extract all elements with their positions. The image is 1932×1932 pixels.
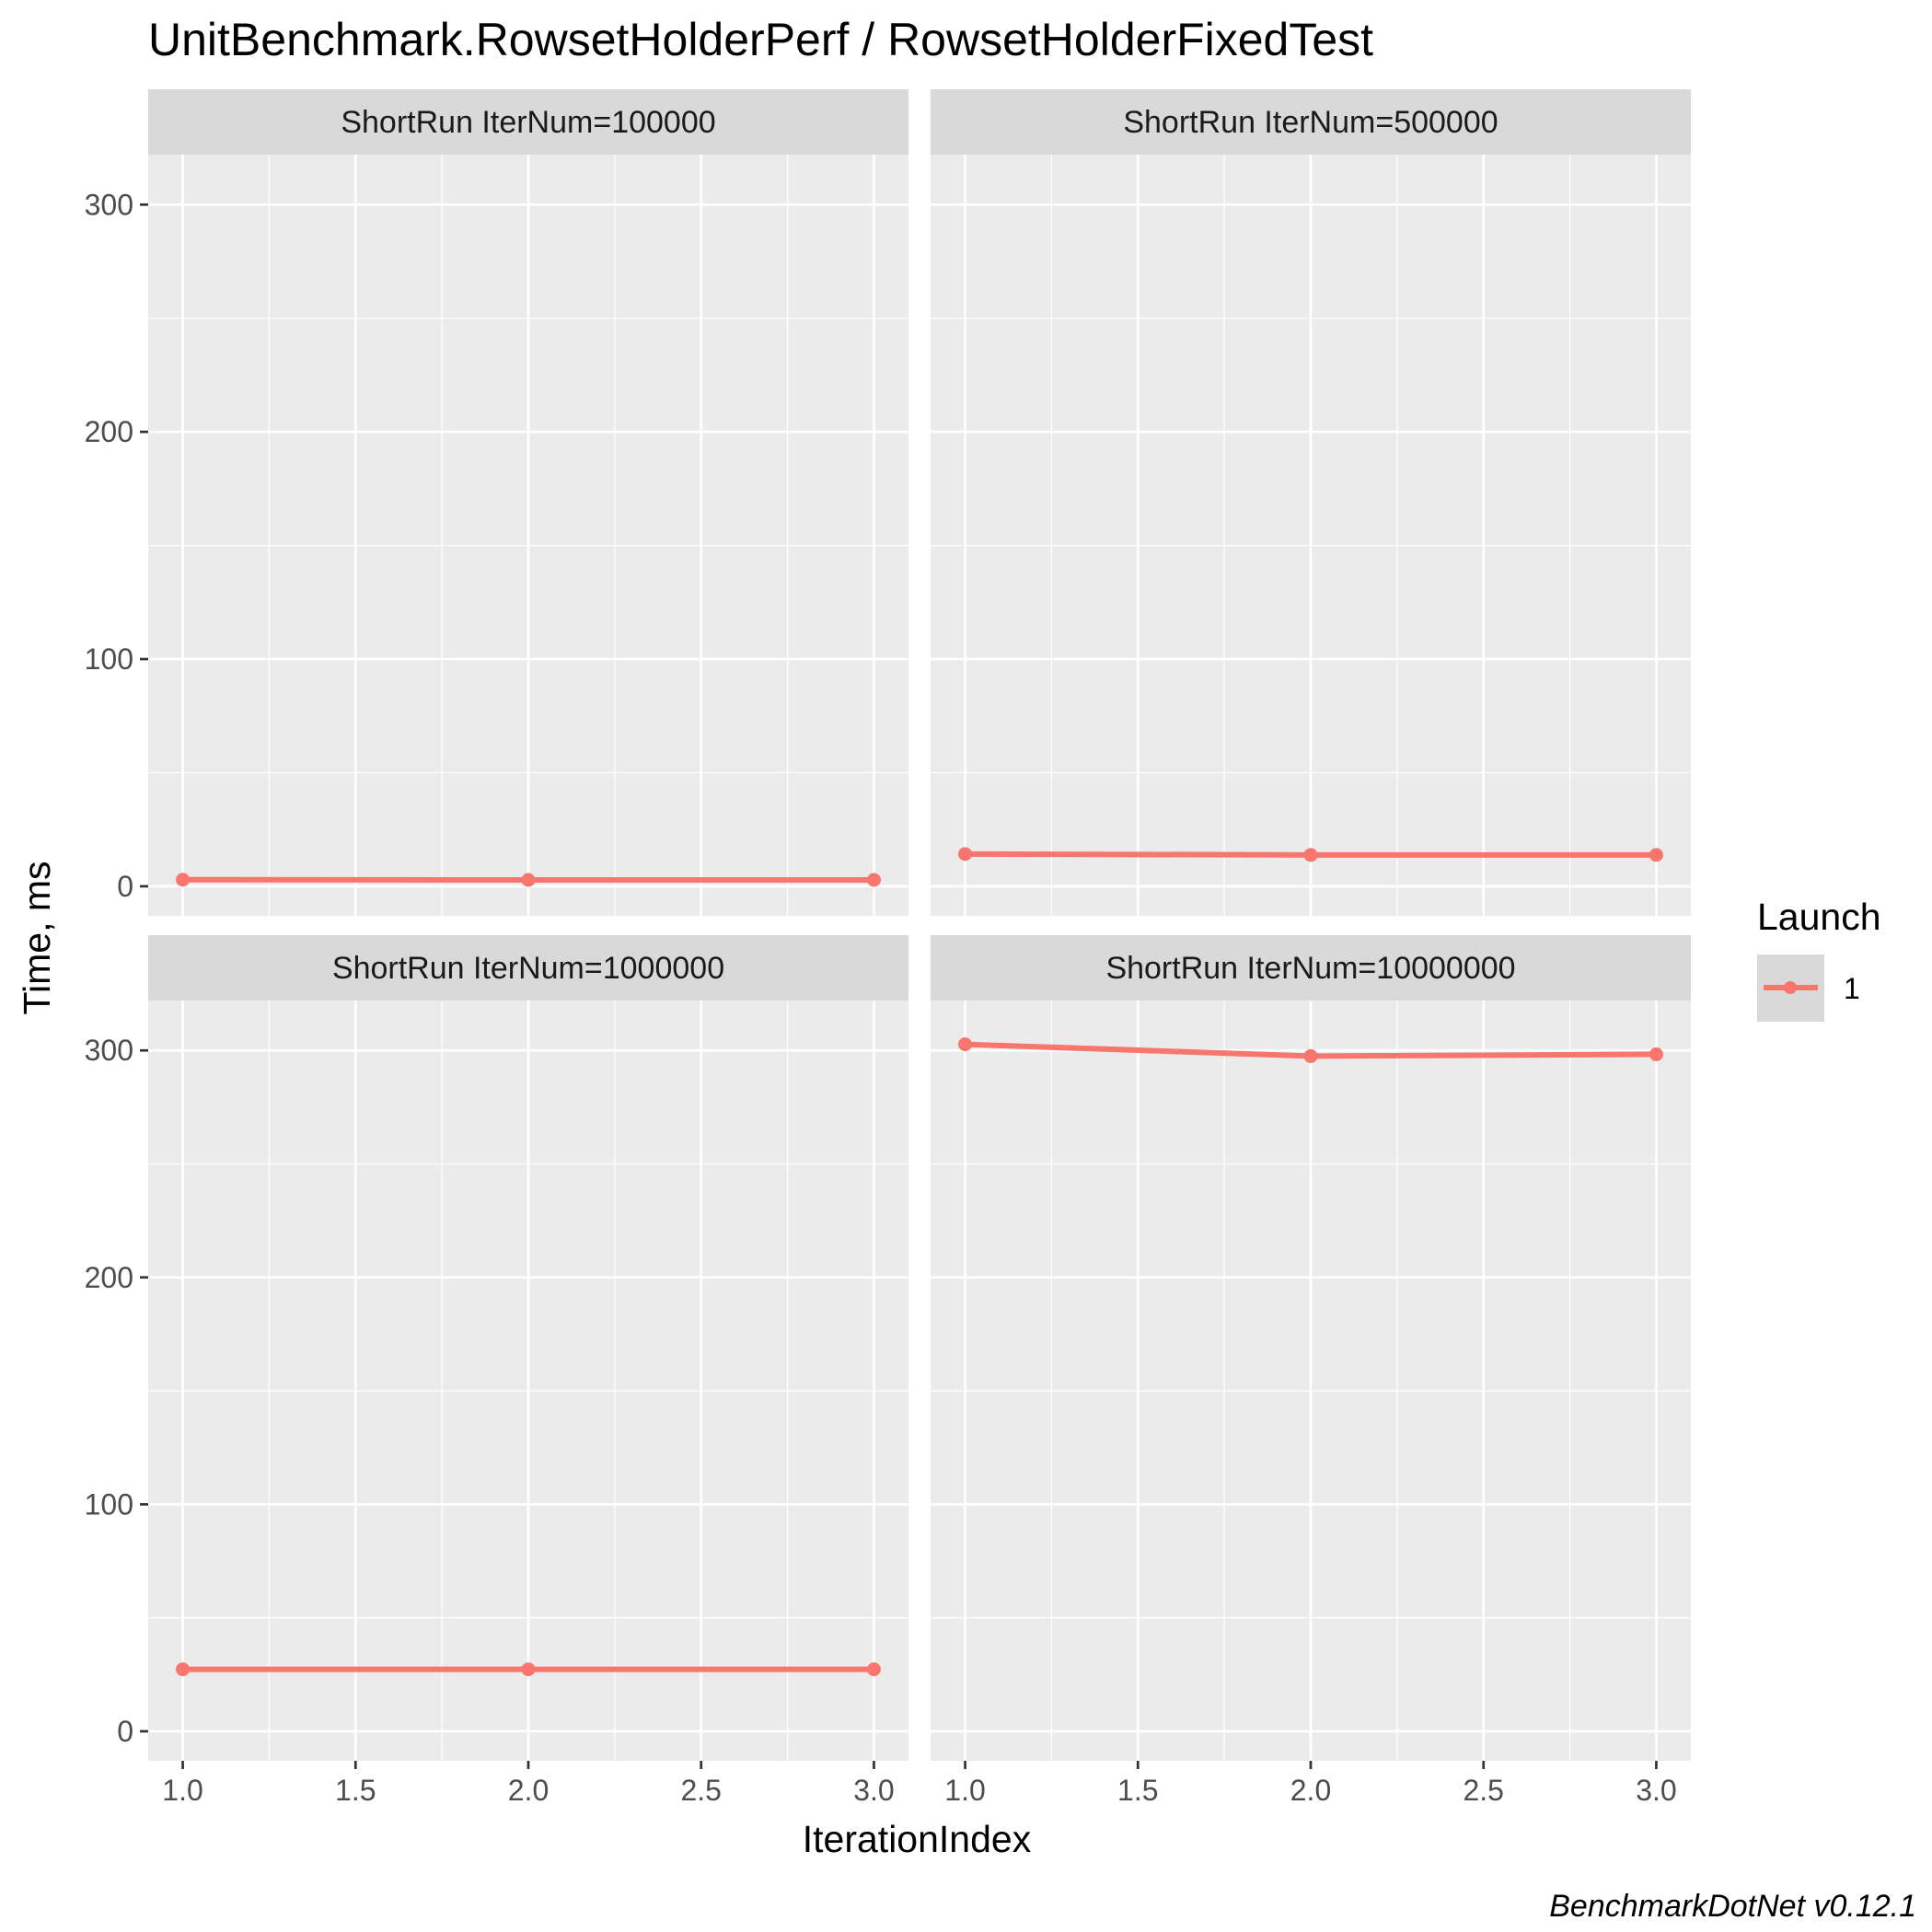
- facet-panel-3: ShortRun IterNum=1000000 0 100 200 300 1.0 1.5…: [85, 935, 908, 1807]
- facet-strip: [931, 935, 1691, 1001]
- y-tick-label: 0: [117, 1715, 133, 1748]
- data-point: [866, 1662, 881, 1677]
- facet-panel-2: ShortRun IterNum=500000: [931, 89, 1691, 916]
- facet-strip-label: ShortRun IterNum=10000000: [1105, 951, 1515, 986]
- facet-strip-label: ShortRun IterNum=500000: [1123, 105, 1498, 140]
- data-point: [958, 847, 973, 862]
- data-point: [866, 873, 881, 887]
- facet-strip-label: ShortRun IterNum=100000: [341, 105, 715, 140]
- data-point: [958, 1037, 973, 1052]
- x-tick-label: 2.0: [508, 1774, 549, 1807]
- y-tick-label: 200: [85, 415, 133, 448]
- facet-strip-label: ShortRun IterNum=1000000: [332, 951, 724, 986]
- x-tick-label: 1.0: [162, 1774, 202, 1807]
- facet-panel-4: ShortRun IterNum=10000000 1.0 1.5 2.0 2.5 3.0: [931, 935, 1691, 1807]
- x-tick-label: 2.0: [1290, 1774, 1331, 1807]
- y-tick-label: 0: [117, 870, 133, 903]
- legend: Launch 1: [1757, 896, 1881, 1022]
- x-tick-label: 1.5: [1117, 1774, 1158, 1807]
- x-tick-label: 3.0: [1636, 1774, 1676, 1807]
- x-tick-label: 2.5: [680, 1774, 721, 1807]
- y-tick-label: 100: [85, 1487, 133, 1521]
- legend-label: 1: [1844, 972, 1860, 1005]
- y-tick-label: 200: [85, 1261, 133, 1294]
- data-point: [1649, 1047, 1663, 1061]
- x-tick-label: 1.5: [335, 1774, 376, 1807]
- legend-key-point: [1784, 981, 1797, 994]
- data-point: [1303, 848, 1318, 862]
- y-tick-label: 300: [85, 1034, 133, 1067]
- data-point: [521, 1662, 536, 1677]
- x-tick-label: 3.0: [853, 1774, 894, 1807]
- x-axis-title: IterationIndex: [803, 1818, 1032, 1860]
- chart-title: UnitBenchmark.RowsetHolderPerf / RowsetH…: [148, 14, 1373, 65]
- data-point: [176, 1662, 191, 1677]
- facet-strip: [148, 935, 908, 1001]
- y-axis-title: Time, ms: [16, 861, 58, 1014]
- x-tick-label: 1.0: [944, 1774, 985, 1807]
- facet-panels: ShortRun IterNum=1000000100200300ShortRu…: [85, 89, 1691, 1807]
- y-tick-label: 300: [85, 188, 133, 221]
- legend-title: Launch: [1757, 896, 1881, 938]
- x-tick-label: 2.5: [1463, 1774, 1503, 1807]
- data-point: [1649, 848, 1663, 862]
- data-point: [1303, 1048, 1318, 1063]
- facet-strip: [931, 89, 1691, 155]
- data-point: [521, 873, 536, 887]
- data-point: [176, 873, 191, 887]
- caption: BenchmarkDotNet v0.12.1: [1549, 1889, 1916, 1924]
- facet-strip: [148, 89, 908, 155]
- facet-panel-1: ShortRun IterNum=100000 0 100 200 300: [85, 89, 908, 916]
- y-tick-label: 100: [85, 642, 133, 676]
